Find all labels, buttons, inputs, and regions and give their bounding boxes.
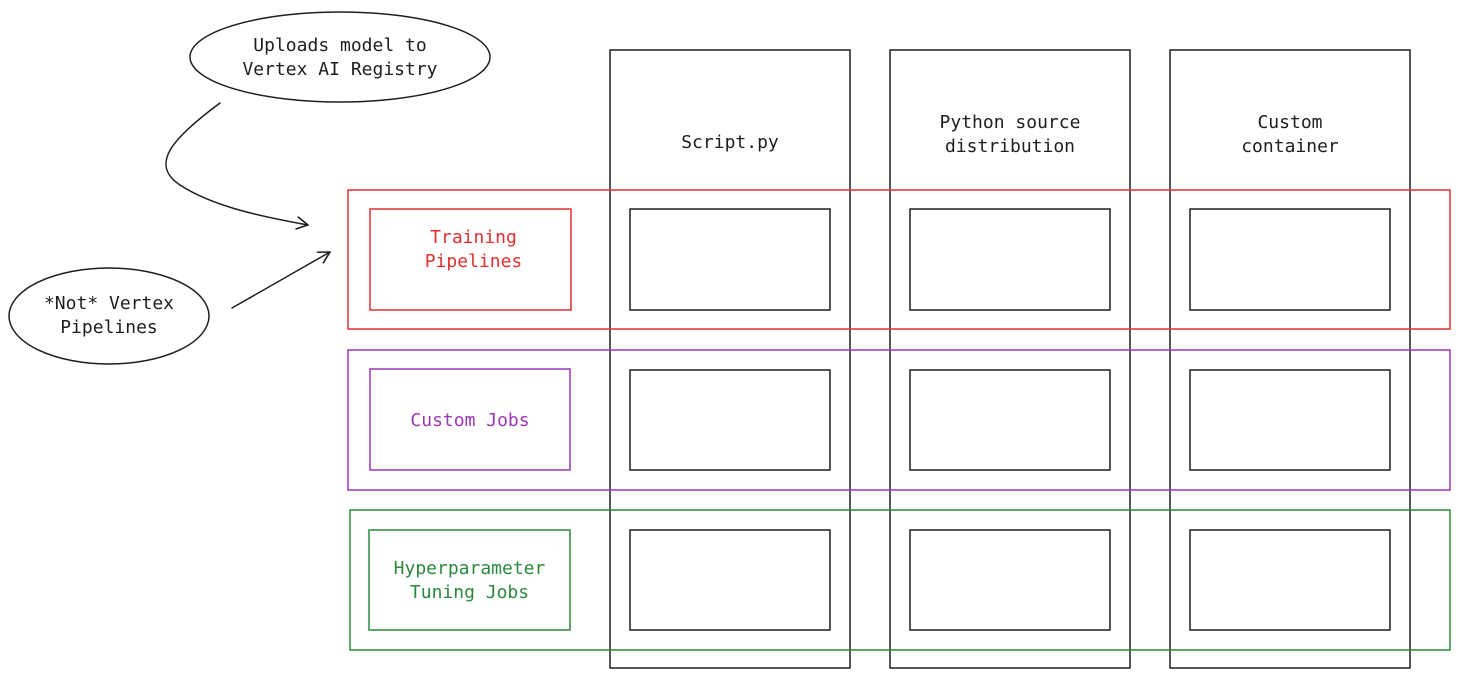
row-custom-jobs <box>347 349 1451 491</box>
label-box-hyperparameter-tuning-jobs <box>368 529 571 631</box>
label-box-custom-jobs <box>369 368 571 471</box>
column-header-custom-container: Custom container <box>1241 112 1339 157</box>
cell-hyper-custom-container <box>1189 529 1391 631</box>
cell-hyper-python-source <box>909 529 1111 631</box>
cell-custom-script <box>629 369 831 471</box>
note-registry-text: Uploads model to Vertex AI Registry <box>242 35 438 80</box>
cell-hyper-script <box>629 529 831 631</box>
cell-training-script <box>629 208 831 311</box>
column-python-source-distribution <box>889 49 1131 669</box>
cell-training-python-source <box>909 208 1111 311</box>
row-label-training-pipelines: Training Pipelines <box>424 227 523 272</box>
note-not-vertex-text: *Not* Vertex Pipelines <box>43 293 175 338</box>
cell-custom-custom-container <box>1189 369 1391 471</box>
note-ellipse-registry <box>189 11 491 103</box>
row-label-hyperparameter-tuning-jobs: Hyperparameter Tuning Jobs <box>393 558 546 603</box>
cell-custom-python-source <box>909 369 1111 471</box>
note-ellipse-not-vertex <box>8 267 210 365</box>
row-training-pipelines <box>347 189 1451 330</box>
label-box-training-pipelines <box>369 208 572 311</box>
column-header-script-py: Script.py <box>681 132 779 153</box>
arrow-registry-to-training <box>165 102 309 230</box>
column-custom-container <box>1169 49 1411 669</box>
column-header-python-source-distribution: Python source distribution <box>939 112 1081 157</box>
cell-training-custom-container <box>1189 208 1391 311</box>
column-script-py <box>609 49 851 669</box>
row-label-custom-jobs: Custom Jobs <box>410 410 530 431</box>
row-hyperparameter-tuning-jobs <box>349 509 1451 651</box>
arrow-not-vertex-to-training <box>231 251 331 309</box>
